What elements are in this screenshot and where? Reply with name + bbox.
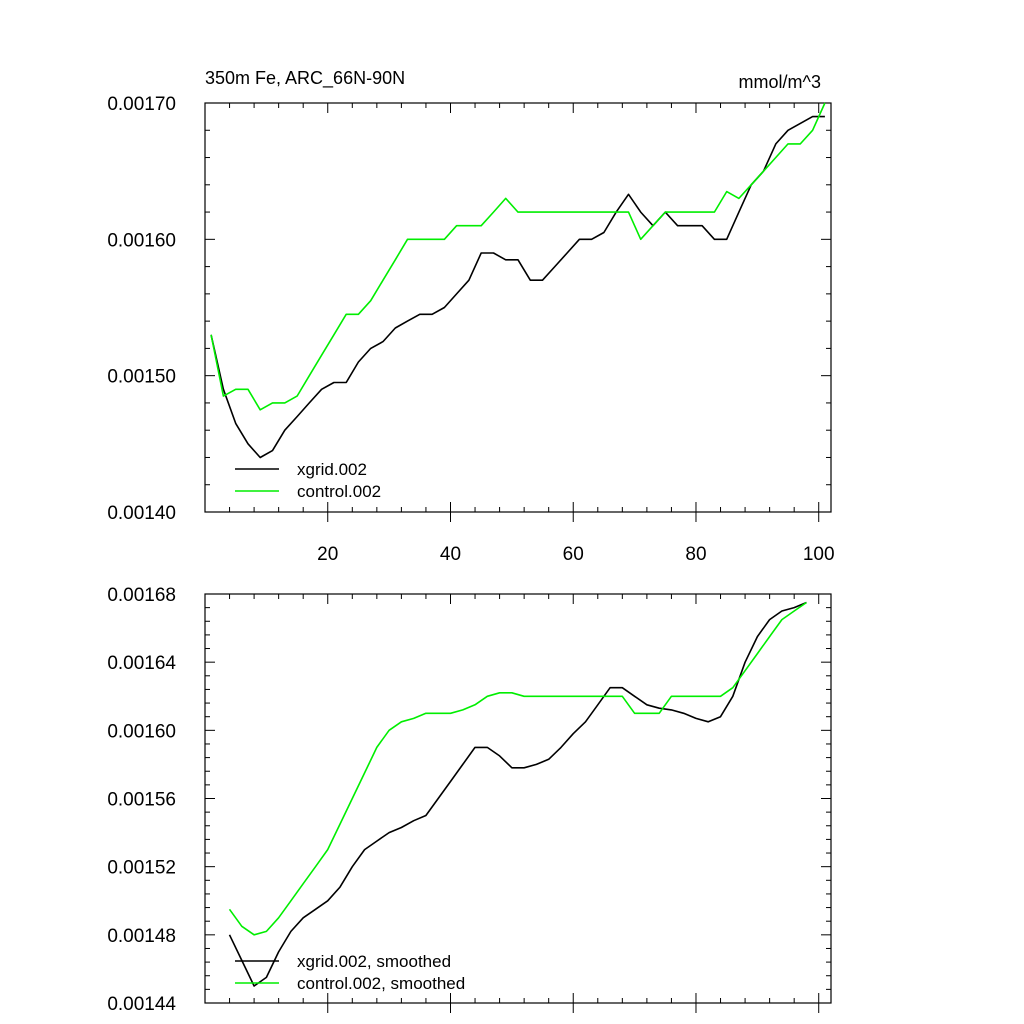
series-line-control-002-smoothed bbox=[228, 601, 807, 936]
top-panel: 20 40 60 80 100 0.00140 0.00150 0.00160 0.00170 3… bbox=[107, 68, 834, 565]
y-tick-label: 0.00160 bbox=[107, 721, 176, 742]
y-tick-label: 0.00156 bbox=[107, 790, 176, 811]
legend-label: xgrid.002 bbox=[297, 460, 367, 479]
x-tick-label: 20 bbox=[317, 544, 338, 565]
y-tick-label: 0.00160 bbox=[107, 230, 176, 251]
y-tick-label: 0.00164 bbox=[107, 653, 176, 674]
y-tick-label: 0.00140 bbox=[107, 503, 176, 524]
x-tick-label: 100 bbox=[803, 544, 835, 565]
legend-label: control.002, smoothed bbox=[297, 974, 465, 993]
x-tick-label: 60 bbox=[563, 544, 584, 565]
y-tick-label: 0.00148 bbox=[107, 926, 176, 947]
y-tick-label: 0.00152 bbox=[107, 858, 176, 879]
series-line-xgrid-002-smoothed bbox=[228, 601, 807, 987]
units-label: mmol/m^3 bbox=[739, 72, 821, 92]
y-tick-label: 0.00168 bbox=[107, 585, 176, 606]
x-tick-label: 40 bbox=[440, 544, 461, 565]
series-line-control-002 bbox=[210, 102, 826, 411]
plot-frame bbox=[204, 593, 832, 1004]
bottom-panel: 0.00144 0.00148 0.00152 0.00156 0.00160 0.001… bbox=[107, 585, 832, 1015]
plot-frame bbox=[204, 102, 832, 513]
x-tick-label: 80 bbox=[685, 544, 706, 565]
chart-title: 350m Fe, ARC_66N-90N bbox=[205, 68, 405, 89]
y-tick-label: 0.00150 bbox=[107, 367, 176, 388]
y-tick-label: 0.00144 bbox=[107, 994, 176, 1015]
y-tick-label: 0.00170 bbox=[107, 94, 176, 115]
series-line-xgrid-002 bbox=[210, 115, 825, 459]
legend-label: xgrid.002, smoothed bbox=[297, 952, 451, 971]
legend-label: control.002 bbox=[297, 482, 381, 501]
